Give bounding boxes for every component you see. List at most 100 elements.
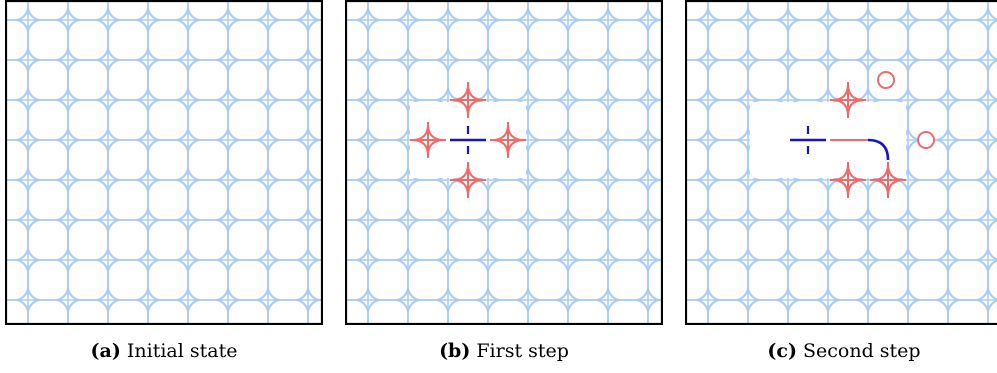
node-star [635,127,661,153]
node-star [475,287,501,313]
node-star [215,7,241,33]
lattice-cell [345,259,369,301]
lattice-cell [747,259,789,301]
lattice-cell [647,99,663,141]
node-star [215,127,241,153]
lattice-cell [407,59,449,101]
lattice-cell [787,299,829,325]
lattice-cell [487,19,529,61]
lattice-cell [707,0,749,21]
lattice-cell [647,139,663,181]
lattice-cell [407,19,449,61]
lattice-cell [647,59,663,101]
node-star [815,47,841,73]
lattice-cell [227,259,269,301]
lattice-cell [187,99,229,141]
lattice-cell [987,260,997,300]
caption-a-label: (a) [90,340,121,362]
lattice-cell [567,59,609,101]
lattice-cell [107,0,149,21]
lattice-cell [187,299,229,325]
lattice-cell [5,139,29,181]
lattice-cell [267,139,309,181]
node-star [895,87,921,113]
lattice-cell [67,139,109,181]
node-star [255,127,281,153]
lattice-cell [107,219,149,261]
lattice-cell [487,59,529,101]
lattice-cell [527,259,569,301]
lattice-cell [107,259,149,301]
lattice-cell [947,19,989,61]
node-star [555,167,581,193]
lattice-cell [307,259,323,301]
lattice-cell [147,59,189,101]
lattice-cell [5,219,29,261]
lattice-cell [867,299,909,325]
lattice-diagram-a [5,0,323,325]
lattice-cell [307,59,323,101]
lattice-cell [267,0,309,21]
node-star [515,87,541,113]
lattice-cell [367,59,409,101]
node-star [355,247,381,273]
node-star [435,207,461,233]
node-star [775,247,801,273]
lattice-cell [867,259,909,301]
node-star [95,167,121,193]
lattice-cell [67,259,109,301]
node-star [935,47,961,73]
lattice-cell [307,219,323,261]
lattice-cell [447,299,489,325]
lattice-cell [567,0,609,21]
node-star [695,127,721,153]
node-star [55,87,81,113]
lattice-cell [147,19,189,61]
node-star [395,47,421,73]
lattice-cell [345,219,369,261]
lattice-cell [67,179,109,221]
node-star [975,47,997,73]
lattice-cell [907,179,949,221]
lattice-cell [227,59,269,101]
node-star [435,167,461,193]
active-loop [877,71,895,89]
node-star [935,7,961,33]
lattice-cell [487,299,529,325]
lattice-cell [987,300,997,325]
node-star [975,7,997,33]
node-star [555,127,581,153]
node-star [695,167,721,193]
lattice-cell [367,179,409,221]
node-star [555,7,581,33]
node-star [15,87,41,113]
node-star [295,207,321,233]
node-star [175,247,201,273]
lattice-cell [367,139,409,181]
node-star [595,87,621,113]
lattice-cell [567,219,609,261]
node-star [775,47,801,73]
lattice-cell [747,59,789,101]
lattice-cell [107,99,149,141]
node-star [695,287,721,313]
node-star [15,127,41,153]
lattice-cell [307,179,323,221]
node-star [555,287,581,313]
lattice-cell [267,259,309,301]
lattice-diagram-c [685,0,997,325]
caption-b-label: (b) [439,340,471,362]
lattice-cell [27,259,69,301]
active-corner-arc [467,179,485,197]
lattice-cell [827,219,869,261]
lattice-cell [5,99,29,141]
lattice-cell [447,219,489,261]
lattice-cell [707,259,749,301]
active-corner-arc [887,179,905,197]
node-star [695,207,721,233]
lattice-cell [907,299,949,325]
node-star [595,207,621,233]
lattice-cell [367,0,409,21]
node-star [635,287,661,313]
lattice-cell [685,259,709,301]
